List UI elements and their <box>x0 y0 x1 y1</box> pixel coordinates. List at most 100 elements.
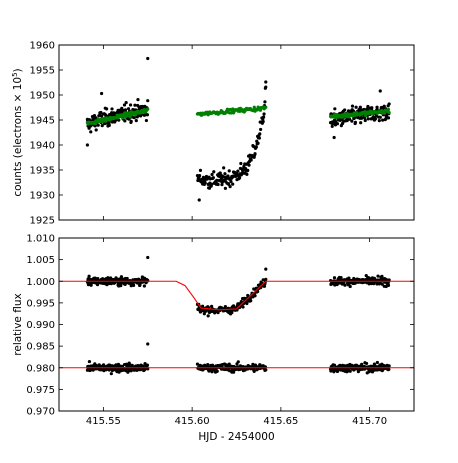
top-data-point <box>263 100 267 104</box>
top-data-point <box>363 118 367 123</box>
top-outlier-point <box>264 80 268 84</box>
top-panel-frame <box>58 44 415 221</box>
top-data-point <box>382 104 386 108</box>
top-data-point <box>264 85 268 89</box>
x-tick-label: 415.70 <box>352 416 387 427</box>
top-data-point <box>350 119 354 123</box>
top-data-point <box>105 107 109 111</box>
bottom-data-point <box>252 369 256 373</box>
top-data-point <box>123 111 127 115</box>
top-data-point <box>211 176 215 180</box>
bottom-data-point <box>387 364 391 368</box>
top-data-point <box>387 111 391 115</box>
bottom-data-point <box>241 305 245 309</box>
bottom-data-point <box>347 276 351 280</box>
bottom-y-tick-label: 0.975 <box>26 385 55 396</box>
bottom-data-point <box>86 364 91 368</box>
top-outlier-point <box>100 91 104 96</box>
top-data-point <box>262 115 266 119</box>
top-data-point <box>96 123 100 127</box>
bottom-data-point <box>230 368 234 372</box>
top-data-point <box>100 124 104 128</box>
top-y-tick-label: 1960 <box>30 41 55 52</box>
bottom-data-point <box>375 360 379 365</box>
bottom-data-point <box>129 369 133 373</box>
top-data-point <box>258 108 263 112</box>
top-data-point <box>246 168 250 172</box>
top-data-point <box>253 152 257 156</box>
bottom-data-point <box>119 275 124 279</box>
bottom-data-point <box>206 363 210 367</box>
bottom-data-point <box>364 361 369 366</box>
top-data-point <box>123 108 128 112</box>
top-data-point <box>226 174 230 178</box>
bottom-data-point <box>206 314 210 318</box>
top-panel-data <box>85 56 391 202</box>
bottom-data-point <box>201 304 205 308</box>
top-data-point <box>215 178 219 182</box>
bottom-data-point <box>125 276 129 281</box>
bottom-data-point <box>348 369 352 373</box>
top-data-point <box>333 107 337 111</box>
bottom-data-point <box>142 284 146 288</box>
bottom-panel: 0.970 0.975 0.980 0.985 0.990 0.995 1.000 1.005… <box>12 234 415 443</box>
top-data-point <box>366 104 370 109</box>
bottom-data-point <box>386 283 391 287</box>
bottom-y-axis-label: relative flux <box>12 293 24 355</box>
bottom-data-point <box>202 312 206 316</box>
top-data-point <box>254 145 258 149</box>
top-data-point <box>381 118 385 122</box>
bottom-y-tick-label: 0.995 <box>26 298 55 309</box>
top-data-point <box>256 141 260 145</box>
bottom-data-point <box>376 274 380 278</box>
bottom-y-tick-label: 0.990 <box>26 320 55 331</box>
bottom-data-point <box>119 284 123 288</box>
top-panel-ticks: 1925 1930 1935 1940 1945 1950 1955 1960 <box>30 41 414 227</box>
top-data-point <box>146 99 150 103</box>
top-data-point <box>378 115 382 119</box>
bottom-data-point <box>380 274 384 278</box>
bottom-outlier-point <box>264 267 268 271</box>
bottom-data-point <box>256 289 260 294</box>
bottom-data-point <box>109 372 113 376</box>
bottom-data-point <box>89 283 93 287</box>
top-data-point <box>99 110 103 115</box>
top-data-point <box>210 172 214 177</box>
top-data-point <box>123 119 127 123</box>
top-outlier-point <box>197 198 201 202</box>
top-data-point <box>212 170 216 174</box>
bottom-panel-ticks: 0.970 0.975 0.980 0.985 0.990 0.995 1.000 1.005… <box>26 234 414 427</box>
bottom-y-tick-label: 1.005 <box>26 255 55 266</box>
top-data-point <box>358 105 362 109</box>
top-data-point <box>129 119 133 123</box>
top-data-point <box>229 111 233 115</box>
x-tick-label: 415.55 <box>86 416 121 427</box>
top-data-point <box>242 164 246 169</box>
top-data-point <box>354 105 358 109</box>
top-data-point <box>220 182 224 187</box>
top-data-point <box>133 103 137 107</box>
bottom-data-point <box>145 363 150 367</box>
top-data-point <box>343 108 347 112</box>
bottom-data-point <box>348 284 352 289</box>
top-outlier-point <box>85 143 89 147</box>
bottom-data-point <box>343 283 347 287</box>
top-data-point <box>110 107 114 111</box>
bottom-data-point <box>332 363 337 367</box>
bottom-data-point <box>264 277 268 281</box>
top-data-point <box>216 182 220 187</box>
top-outlier-point <box>332 135 336 140</box>
bottom-data-point <box>106 276 110 280</box>
top-data-point <box>227 169 231 173</box>
top-data-point <box>198 174 202 178</box>
bottom-data-point <box>87 274 91 278</box>
bottom-data-point <box>261 278 265 282</box>
top-data-point <box>89 130 93 134</box>
bottom-data-point <box>236 360 240 364</box>
top-data-point <box>210 182 214 186</box>
top-data-point <box>236 169 240 173</box>
bottom-data-point <box>215 369 219 373</box>
bottom-data-point <box>332 276 337 280</box>
top-data-point <box>223 172 227 176</box>
